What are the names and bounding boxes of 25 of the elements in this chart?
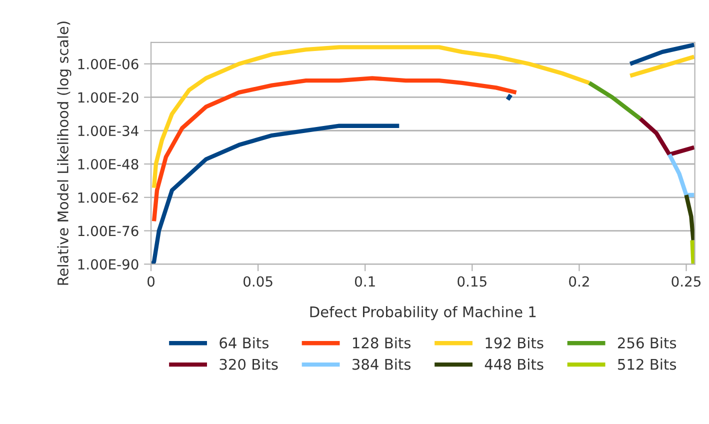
legend-label: 256 Bits <box>618 337 676 348</box>
y-tick-label: 1.00E-20 <box>78 92 138 103</box>
x-axis-title: Defect Probability of Machine 1 <box>310 306 536 320</box>
y-tick-label: 1.00E-62 <box>78 192 138 203</box>
legend-label: 64 Bits <box>220 337 269 348</box>
y-axis-title: Relative Model Likelihood (log scale) <box>57 22 72 285</box>
x-tick-label: 0 <box>148 276 155 287</box>
legend-label: 512 Bits <box>618 358 676 370</box>
y-tick-label: 1.00E-76 <box>78 226 138 236</box>
legend-label: 192 Bits <box>486 337 544 348</box>
x-tick-label: 0.25 <box>672 276 701 287</box>
legend-label: 384 Bits <box>352 358 411 370</box>
legend-label: 128 Bits <box>353 337 411 348</box>
x-tick-label: 0.15 <box>458 276 486 287</box>
legend-label: 320 Bits <box>220 358 278 370</box>
y-tick-label: 1.00E-48 <box>78 158 138 170</box>
legend-label: 448 Bits <box>484 358 544 370</box>
x-tick-label: 0.05 <box>244 276 272 287</box>
y-tick-label: 1.00E-06 <box>78 58 138 70</box>
y-tick-label: 1.00E-90 <box>78 259 138 270</box>
x-tick-label: 0.1 <box>354 276 375 287</box>
y-tick-label: 1.00E-34 <box>78 126 138 136</box>
line-series <box>638 116 695 157</box>
line-series <box>152 76 518 224</box>
x-tick-label: 0.2 <box>569 276 589 287</box>
